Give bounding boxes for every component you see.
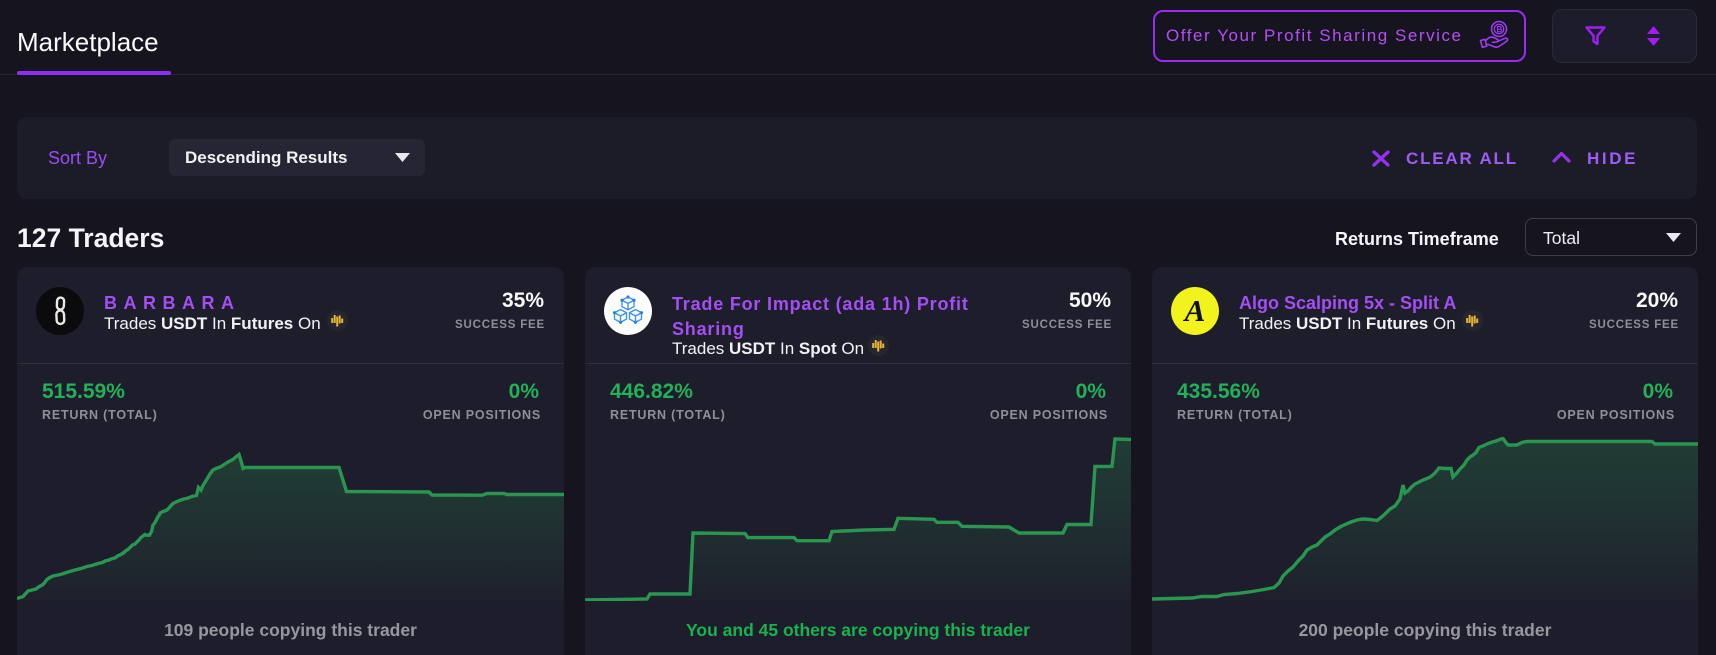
svg-text:A: A xyxy=(1183,293,1206,328)
